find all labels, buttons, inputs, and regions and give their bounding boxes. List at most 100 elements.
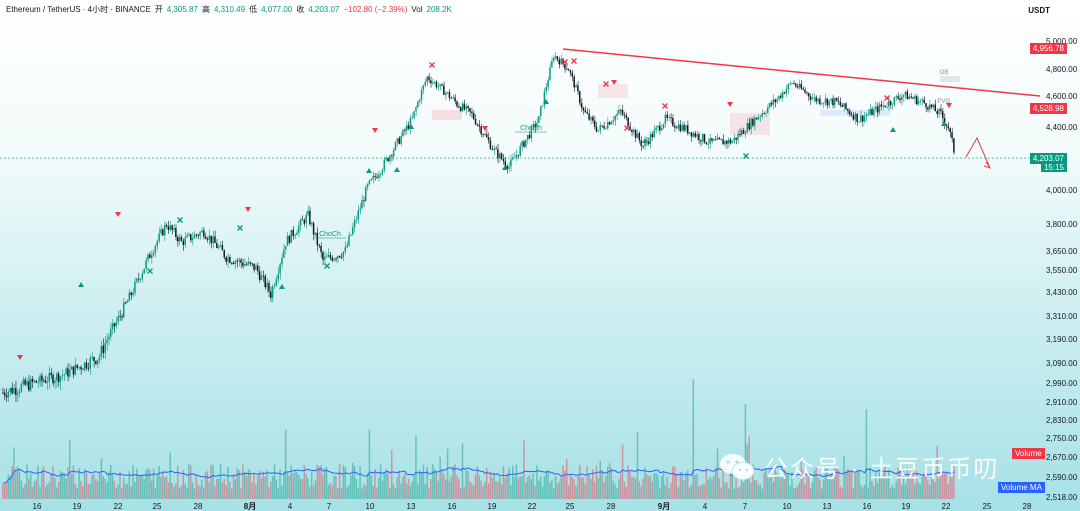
candle-body [113,323,116,327]
volume-bar [657,475,659,499]
candle-body [474,118,477,125]
buy-triangle-icon [502,165,508,170]
candle-body [87,367,90,369]
candle-body [337,255,339,259]
time-tick-label: 22 [942,502,951,511]
candle-body [776,99,778,103]
candle-body [136,278,138,282]
candle-body [121,316,123,318]
candle-body [240,259,242,263]
volume-bar [703,484,706,499]
candle-body [906,91,909,100]
candle-body [828,100,830,106]
volume-label[interactable]: Volume [1012,448,1045,459]
candle-body [683,124,685,131]
volume-bar [556,483,559,499]
volume-bar [586,466,588,499]
volume-bar [456,475,458,499]
current-price-tag: 4,203.07 [1029,153,1067,164]
volume-bar [698,485,700,499]
cross-marker-icon [147,268,153,274]
volume-bar [415,435,417,499]
currency-unit[interactable]: USDT [1028,6,1050,15]
buy-triangle-icon [279,284,285,289]
price-axis: 5,000.00 4,800.00 4,600.00 4,400.00 4,000.00… [1046,37,1078,502]
volume-bar [294,469,296,499]
candle-body [355,219,358,221]
candle-body [396,138,399,143]
volume-bar [670,483,672,499]
candle-body [737,133,739,140]
candle-body [629,126,631,130]
volume-bar [72,465,75,499]
candle-body [324,256,326,260]
candle-body [482,134,484,135]
candle-body [379,173,382,175]
price-tick-label: 2,518.00 [1046,493,1078,502]
volume-bar [571,477,574,499]
candle-body [809,96,812,100]
candle-body [141,273,144,280]
volume-bar [593,481,596,499]
candle-body [182,240,185,245]
candle-body [901,96,903,101]
candle-body [130,292,132,296]
volume-bar [852,487,855,499]
time-tick-label: 10 [783,502,792,511]
volume-ma-label[interactable]: Volume MA [998,482,1045,493]
volume-bar [216,478,218,499]
candle-body [197,235,199,237]
candle-body [57,373,60,382]
candle-body [729,139,732,144]
candle-body [876,106,879,113]
candle-body [189,234,192,241]
candle-body [439,84,441,87]
candle-body [292,229,294,236]
cross-marker-icon [177,217,183,223]
candle-body [428,76,430,81]
volume-bar [83,468,86,499]
candle-body [912,97,914,99]
time-tick-label: 4 [288,502,293,511]
volume-bar [506,473,508,499]
candle-body [279,264,281,274]
volume-bar [941,472,944,499]
candle-body [798,83,801,88]
candle-body [627,117,629,127]
volume-bar [508,467,510,499]
candle-body [601,125,603,127]
volume-bar [109,464,112,499]
volume-bar [835,466,838,499]
volume-bar [337,487,339,499]
volume-bar [659,487,661,499]
zone-label: FVG [938,99,951,105]
candle-body [789,83,791,85]
trendline-price-tag: 4,956.78 [1029,43,1067,54]
volume-bar [387,471,389,499]
candle-body [532,124,534,127]
price-tick-label: 2,830.00 [1046,416,1078,425]
candle-body [374,175,376,177]
candle-body [201,230,203,233]
volume-bar [804,484,806,499]
candle-body [426,76,428,82]
volume-bar [906,467,909,499]
candle-body [871,109,873,115]
candle-body [923,99,925,104]
candle-body [301,219,304,221]
candle-body [718,137,721,139]
signal-markers: ChoCh ChoCh OB FVG [17,58,952,360]
volume-bar [37,465,39,499]
time-tick-label: 10 [366,502,375,511]
volume-bar [206,471,209,499]
candle-body [480,126,482,135]
candle-body [227,257,229,262]
candle-body [139,279,142,280]
candle-body [191,238,194,241]
candle-body [670,117,672,118]
volume-bar [11,465,13,499]
price-tick-label: 3,190.00 [1046,335,1078,344]
volume-bar [450,476,453,499]
candle-body [508,166,510,169]
